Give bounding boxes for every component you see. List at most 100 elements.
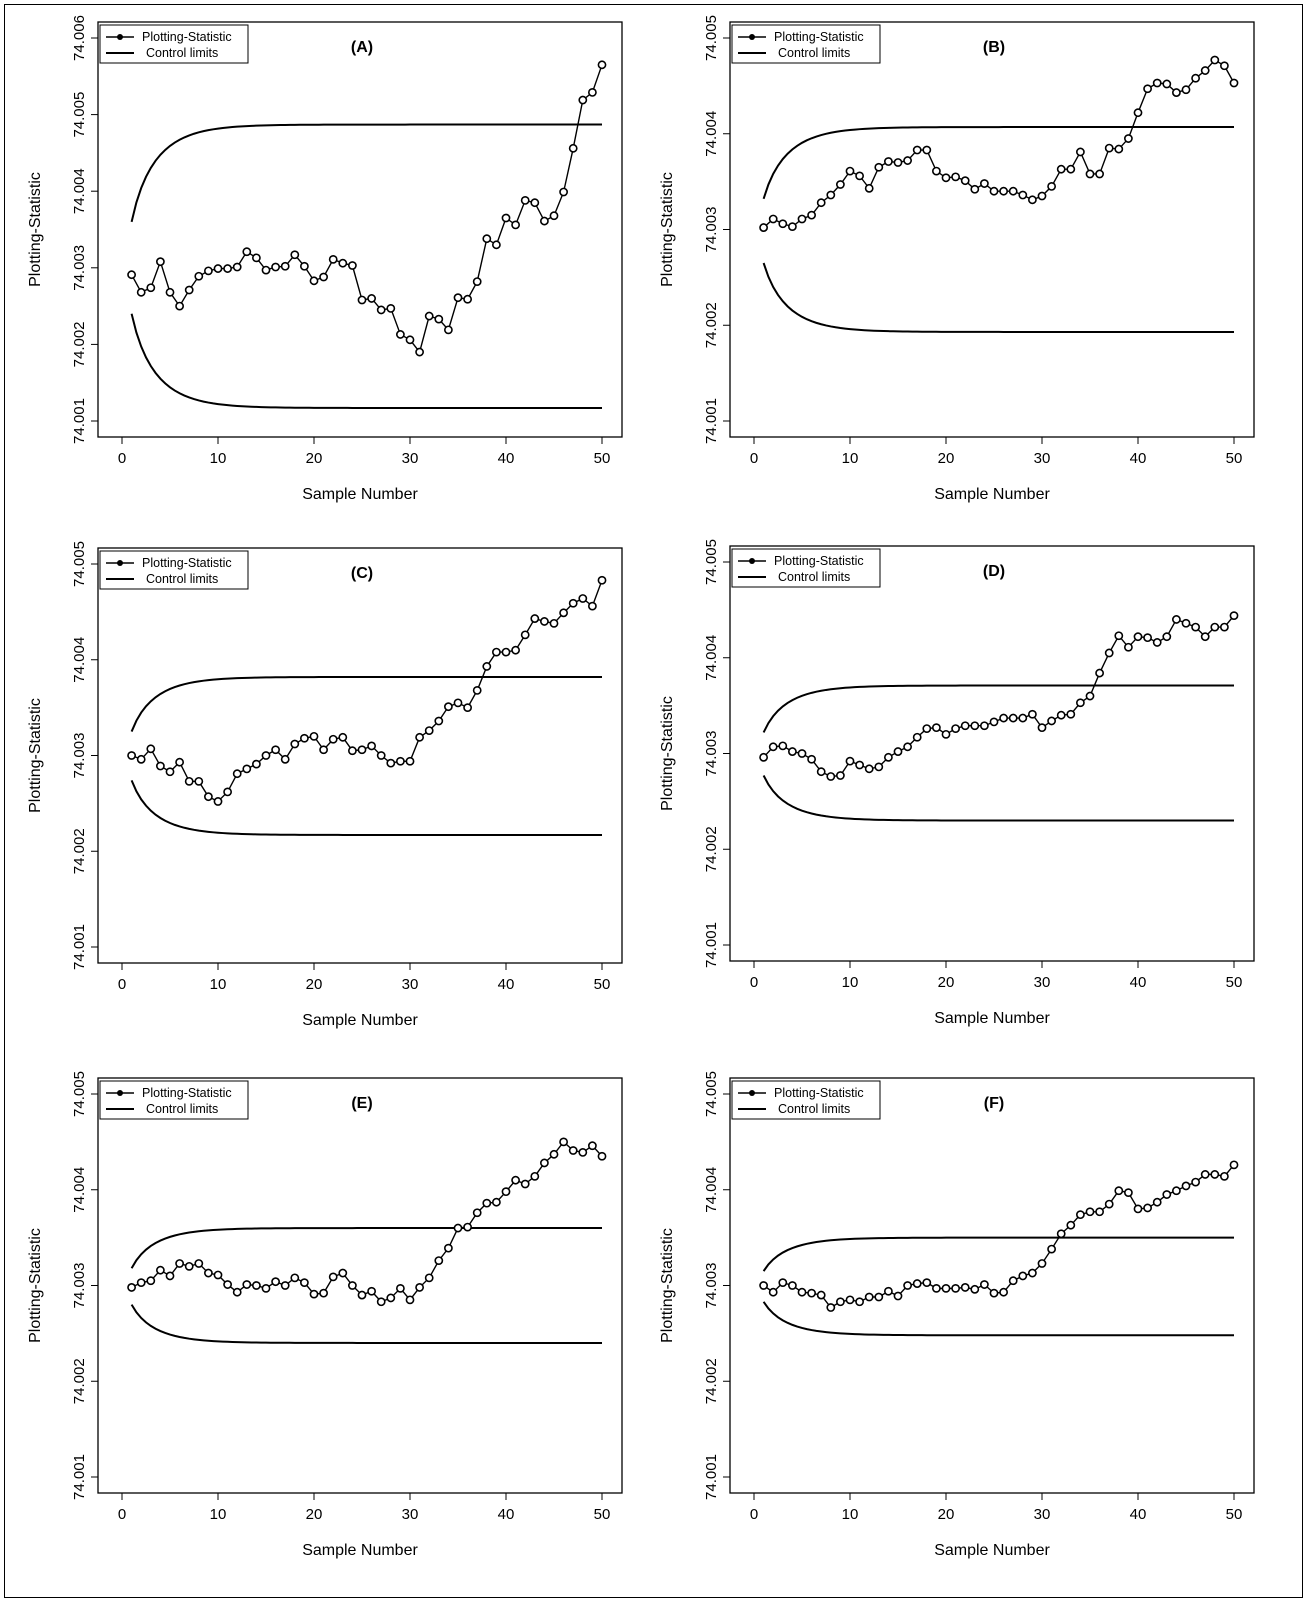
y-tick-label: 74.004 (703, 111, 720, 157)
data-point (787, 1281, 797, 1290)
data-point (1133, 1204, 1143, 1214)
data-point (443, 702, 453, 712)
data-point (807, 754, 816, 764)
data-point (874, 762, 884, 772)
data-point (319, 745, 328, 755)
x-axis: 0 10 20 30 40 50 (750, 437, 1243, 467)
data-point (271, 1277, 280, 1287)
data-point (530, 198, 540, 208)
data-point (922, 724, 932, 734)
chart-panel-b: 0 10 20 30 40 50 Sample Number 74.001 74.002 74.0… (652, 12, 1272, 509)
data-point (540, 216, 549, 226)
data-point (511, 645, 520, 655)
x-tick-label: 50 (594, 450, 611, 467)
data-point (960, 721, 970, 731)
data-point (578, 594, 588, 603)
x-tick-label: 40 (1130, 450, 1147, 467)
data-point (559, 1137, 568, 1147)
y-tick-label: 74.005 (703, 1071, 720, 1117)
data-point (979, 721, 989, 731)
plot-frame (729, 1077, 1255, 1494)
data-point (768, 742, 778, 752)
data-point (338, 258, 348, 268)
data-point (1085, 1207, 1095, 1217)
data-point (280, 261, 290, 271)
data-point (893, 1291, 903, 1301)
data-point (778, 219, 788, 229)
plotting-statistic-points (759, 55, 1239, 232)
data-point (347, 746, 357, 756)
data-point (931, 1283, 941, 1293)
x-tick-label: 50 (1226, 450, 1243, 467)
data-point (1114, 1186, 1124, 1196)
data-point (175, 301, 184, 311)
data-point (1027, 709, 1037, 719)
data-point (376, 1297, 386, 1307)
data-point (960, 176, 970, 186)
data-point (1123, 1188, 1133, 1198)
data-point (874, 1292, 884, 1302)
data-point (482, 662, 492, 671)
data-point (931, 723, 941, 733)
data-point (1152, 1197, 1162, 1207)
data-point (1066, 164, 1076, 174)
data-point (405, 1295, 415, 1305)
data-point (165, 1271, 175, 1281)
data-point (1200, 1170, 1210, 1179)
data-point (290, 250, 300, 260)
x-axis: 0 10 20 30 40 50 (750, 961, 1243, 991)
data-point (1047, 182, 1056, 191)
data-point (251, 1281, 261, 1290)
data-point (386, 758, 396, 768)
data-point (463, 1222, 472, 1232)
chart-panel-a: 0 10 20 30 40 50 Sample Number 74.001 74.002 74.0… (20, 12, 640, 509)
data-point (835, 180, 845, 189)
data-point (347, 261, 357, 270)
data-point (232, 1287, 242, 1297)
x-tick-label: 10 (842, 450, 859, 467)
x-axis: 0 10 20 30 40 50 (118, 1493, 610, 1523)
data-point (970, 184, 980, 194)
data-point (424, 726, 434, 736)
data-point (280, 1281, 290, 1290)
legend-statistic-label: Plotting-Statistic (774, 30, 864, 44)
data-point (520, 195, 530, 205)
legend: Plotting-Statistic Control limits (99, 550, 249, 590)
data-point (1056, 1229, 1066, 1239)
data-point (864, 764, 874, 774)
y-tick-label: 74.005 (703, 539, 720, 585)
data-point (251, 253, 261, 263)
data-point (1210, 1170, 1220, 1179)
data-point (1172, 88, 1181, 97)
data-point (787, 747, 797, 756)
y-tick-label: 74.002 (703, 302, 720, 348)
data-point (443, 325, 453, 335)
x-tick-label: 40 (1130, 1506, 1147, 1523)
data-point (184, 285, 194, 295)
x-tick-label: 20 (306, 1506, 323, 1523)
data-point (520, 1179, 530, 1189)
y-axis: 74.001 74.002 74.003 74.004 74.005 (703, 539, 730, 968)
data-point (203, 792, 213, 802)
data-point (559, 187, 568, 197)
y-axis: 74.001 74.002 74.003 74.004 74.005 (703, 15, 730, 444)
data-point (941, 173, 951, 183)
data-point (989, 186, 999, 196)
data-point (540, 1158, 549, 1168)
data-point (319, 1288, 328, 1298)
plotting-statistic-points (127, 1137, 607, 1307)
x-tick-label: 50 (1226, 974, 1243, 991)
data-point (1123, 642, 1133, 652)
data-point (903, 1281, 912, 1290)
upper-control-limit (130, 675, 602, 732)
data-point (338, 732, 348, 742)
data-point (155, 257, 165, 267)
y-tick-label: 74.002 (703, 1358, 720, 1404)
data-point (367, 294, 376, 303)
legend-limits-label: Control limits (778, 1102, 850, 1116)
data-point (1162, 632, 1172, 642)
data-point (578, 1148, 588, 1157)
data-point (951, 172, 960, 182)
data-point (472, 685, 482, 695)
